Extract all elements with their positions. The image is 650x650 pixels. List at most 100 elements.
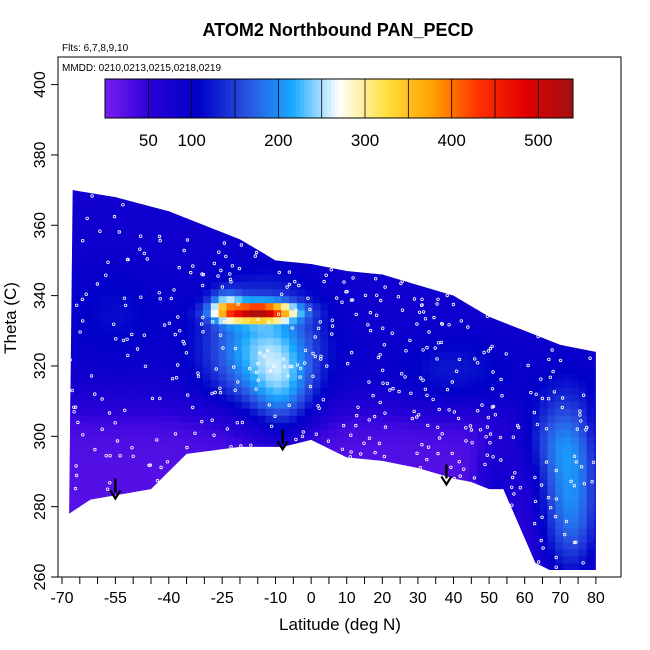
heatmap-cell [93, 478, 102, 487]
heatmap-cell [563, 239, 572, 247]
sample-point [355, 413, 359, 418]
heatmap-cell [210, 260, 220, 268]
heatmap-cell [304, 387, 314, 395]
heatmap-cell [563, 513, 572, 522]
heatmap-cell [398, 190, 408, 191]
heatmap-cell [390, 394, 400, 402]
heatmap-cell [492, 246, 502, 254]
heatmap-cell [273, 351, 282, 360]
heatmap-cell [140, 471, 149, 480]
heatmap-cell [69, 344, 79, 353]
heatmap-cell [484, 478, 494, 487]
heatmap-cell [289, 337, 298, 346]
heatmap-cell [85, 429, 94, 437]
heatmap-cell [171, 457, 180, 465]
heatmap-cell [328, 436, 337, 444]
heatmap-cell [320, 527, 329, 536]
colorbar-segment [214, 79, 219, 118]
heatmap-cell [109, 288, 118, 297]
heatmap-cell [594, 330, 596, 339]
sample-point [383, 411, 387, 415]
heatmap-cell [375, 260, 384, 268]
heatmap-cell [430, 309, 439, 318]
sample-point [90, 194, 94, 198]
heatmap-cell [508, 218, 517, 226]
heatmap-cell [375, 267, 384, 276]
heatmap-cell [328, 288, 337, 297]
heatmap-cell [304, 555, 314, 564]
heatmap-cell [414, 316, 423, 325]
heatmap-cell [375, 380, 384, 388]
heatmap-cell [124, 274, 133, 283]
heatmap-cell [320, 506, 329, 515]
heatmap-cell [328, 485, 337, 494]
heatmap-cell [375, 401, 384, 409]
heatmap-cell [586, 239, 595, 247]
heatmap-cell [602, 556, 610, 564]
heatmap-cell [226, 506, 235, 515]
heatmap-cell [296, 274, 306, 283]
heatmap-cell [586, 380, 595, 388]
heatmap-cell [508, 373, 517, 381]
heatmap-cell [101, 239, 110, 247]
heatmap-cell [85, 464, 94, 472]
heatmap-cell [148, 267, 157, 276]
heatmap-cell [461, 464, 470, 472]
heatmap-cell [328, 506, 337, 515]
heatmap-cell [234, 232, 243, 240]
heatmap-cell [437, 450, 447, 458]
heatmap-cell [414, 478, 423, 487]
sample-point [381, 326, 385, 330]
heatmap-cell [171, 309, 180, 318]
heatmap-cell [69, 358, 71, 367]
heatmap-cell [578, 471, 588, 480]
heatmap-cell [336, 309, 345, 318]
heatmap-cell [187, 534, 196, 543]
heatmap-cell [383, 464, 392, 472]
heatmap-cell [265, 253, 274, 261]
heatmap-cell [187, 541, 196, 550]
heatmap-cell [571, 351, 580, 360]
heatmap-cell [69, 218, 71, 226]
heatmap-cell [571, 190, 580, 191]
sample-point [93, 447, 97, 452]
y-tick-label: 280 [32, 493, 49, 520]
colorbar-tick-label: 500 [524, 131, 552, 150]
y-tick-label: 300 [32, 423, 49, 450]
heatmap-cell [547, 464, 556, 472]
heatmap-cell [69, 471, 79, 480]
heatmap-cell [312, 309, 321, 318]
heatmap-cell [469, 253, 478, 261]
heatmap-cell [414, 436, 423, 444]
colorbar-frame [104, 78, 574, 119]
heatmap-cell [85, 358, 94, 367]
heatmap-cell [171, 351, 180, 360]
heatmap-cell [461, 204, 470, 212]
heatmap-cell [359, 309, 368, 318]
heatmap-cell [77, 225, 87, 233]
heatmap-cell [602, 380, 610, 388]
heatmap-cell [563, 436, 572, 444]
heatmap-cell [124, 302, 133, 311]
heatmap-cell [508, 316, 517, 325]
heatmap-cell [477, 260, 486, 268]
heatmap-cell [602, 443, 610, 451]
heatmap-cell [437, 274, 447, 283]
heatmap-cell [477, 330, 486, 339]
sample-point [470, 441, 474, 445]
sample-point [326, 439, 331, 443]
heatmap-cell [202, 401, 212, 409]
sample-point [472, 476, 477, 480]
heatmap-cell [116, 190, 126, 191]
heatmap-cell [163, 260, 173, 268]
heatmap-cell [289, 408, 298, 416]
sample-point [221, 346, 225, 350]
heatmap-cell [445, 197, 455, 205]
heatmap-cell [93, 555, 102, 564]
heatmap-cell [179, 436, 188, 444]
heatmap-cell [524, 534, 533, 543]
sample-point [185, 445, 189, 450]
heatmap-cell [578, 211, 588, 219]
heatmap-cell [195, 513, 204, 522]
heatmap-cell [343, 478, 353, 487]
